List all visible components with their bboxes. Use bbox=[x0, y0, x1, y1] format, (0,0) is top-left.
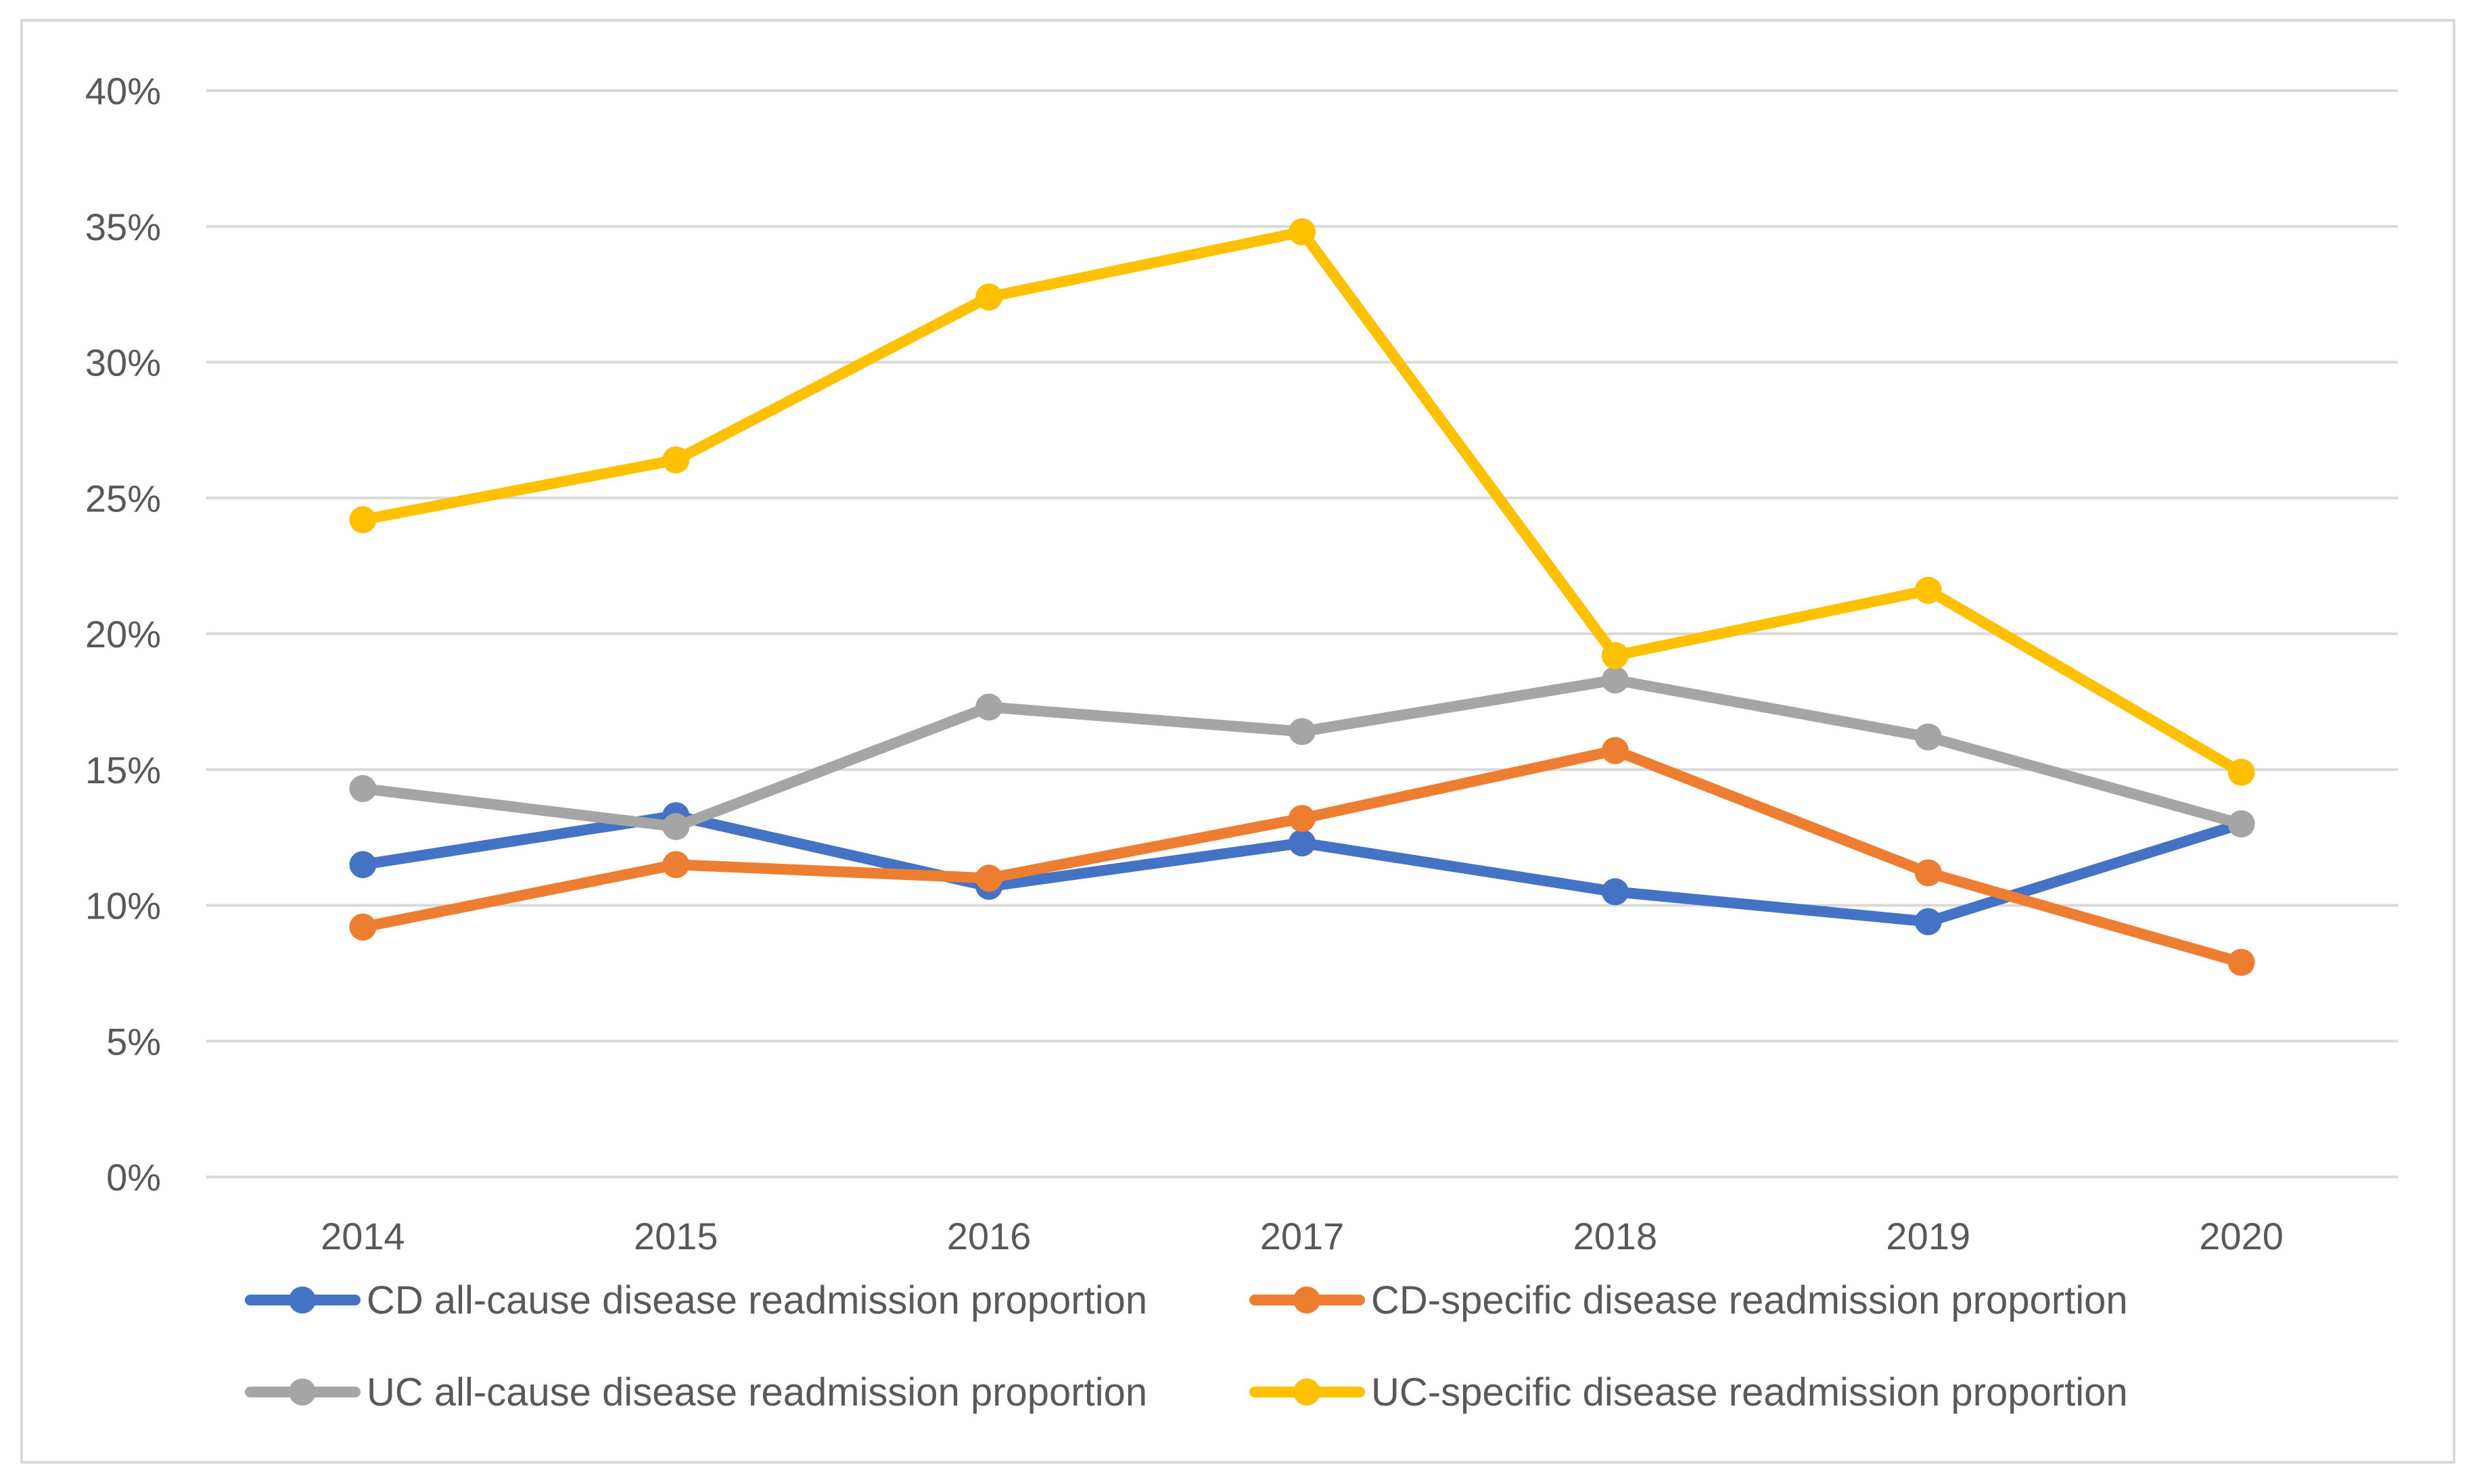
data-point bbox=[975, 693, 1003, 721]
data-point bbox=[1289, 805, 1316, 833]
legend-label: UC all-cause disease readmission proport… bbox=[367, 1370, 1147, 1414]
data-point bbox=[349, 774, 377, 802]
data-point bbox=[349, 851, 377, 879]
series-3 bbox=[349, 666, 2255, 841]
series-line bbox=[357, 745, 2247, 968]
legend-swatch-marker bbox=[289, 1378, 316, 1406]
data-point bbox=[975, 864, 1003, 892]
data-point bbox=[1914, 576, 1942, 604]
series-2 bbox=[349, 737, 2255, 976]
series-4 bbox=[349, 218, 2255, 786]
series-line bbox=[357, 226, 2247, 778]
y-tick-label: 35% bbox=[85, 206, 161, 248]
x-tick-label: 2015 bbox=[634, 1215, 718, 1257]
legend-label: CD-specific disease readmission proporti… bbox=[1371, 1278, 2128, 1322]
x-tick-label: 2018 bbox=[1573, 1215, 1658, 1257]
chart-frame bbox=[20, 19, 2455, 1464]
legend-label: CD all-cause disease readmission proport… bbox=[367, 1278, 1147, 1322]
data-point bbox=[1914, 859, 1942, 887]
y-axis-labels: 0% 5% 10% 15% 20% 25% 30% 35% 40% bbox=[85, 70, 161, 1199]
data-point bbox=[1601, 642, 1629, 670]
data-point bbox=[1914, 723, 1942, 751]
data-point bbox=[975, 283, 1003, 311]
legend-swatch-marker bbox=[1293, 1286, 1320, 1314]
data-point bbox=[1601, 737, 1629, 764]
data-point bbox=[349, 913, 377, 941]
y-tick-label: 10% bbox=[85, 885, 161, 927]
x-axis-labels: 2014 2015 2016 2017 2018 2019 2020 bbox=[321, 1215, 2284, 1257]
legend-swatch-marker bbox=[1293, 1378, 1320, 1406]
series-layer bbox=[349, 218, 2255, 976]
x-tick-label: 2020 bbox=[2199, 1215, 2284, 1257]
data-point bbox=[2227, 758, 2255, 786]
legend-item: UC all-cause disease readmission proport… bbox=[245, 1370, 1147, 1414]
data-point bbox=[662, 813, 690, 841]
y-tick-label: 20% bbox=[85, 613, 161, 655]
y-tick-label: 30% bbox=[85, 342, 161, 384]
gridlines bbox=[206, 89, 2398, 1178]
data-point bbox=[1289, 829, 1316, 857]
legend-item: UC-specific disease readmission proporti… bbox=[1249, 1370, 2128, 1414]
data-point bbox=[662, 851, 690, 879]
data-point bbox=[1289, 218, 1316, 246]
data-point bbox=[2227, 948, 2255, 976]
x-tick-label: 2016 bbox=[947, 1215, 1032, 1257]
y-tick-label: 15% bbox=[85, 749, 161, 791]
y-tick-label: 40% bbox=[85, 70, 161, 112]
legend: CD all-cause disease readmission proport… bbox=[245, 1278, 2128, 1414]
y-tick-label: 0% bbox=[106, 1156, 161, 1199]
x-tick-label: 2017 bbox=[1260, 1215, 1345, 1257]
data-point bbox=[1289, 718, 1316, 745]
legend-item: CD all-cause disease readmission proport… bbox=[245, 1278, 1147, 1322]
y-tick-label: 5% bbox=[106, 1020, 161, 1063]
data-point bbox=[662, 446, 690, 474]
x-tick-label: 2014 bbox=[321, 1215, 405, 1257]
data-point bbox=[1601, 878, 1629, 906]
legend-item: CD-specific disease readmission proporti… bbox=[1249, 1278, 2128, 1322]
data-point bbox=[1914, 908, 1942, 935]
y-tick-label: 25% bbox=[85, 477, 161, 519]
data-point bbox=[2227, 810, 2255, 838]
legend-label: UC-specific disease readmission proporti… bbox=[1371, 1370, 2128, 1414]
data-point bbox=[1601, 666, 1629, 694]
x-tick-label: 2019 bbox=[1886, 1215, 1970, 1257]
data-point bbox=[349, 506, 377, 534]
legend-swatch-marker bbox=[289, 1286, 316, 1314]
series-line bbox=[357, 674, 2247, 833]
